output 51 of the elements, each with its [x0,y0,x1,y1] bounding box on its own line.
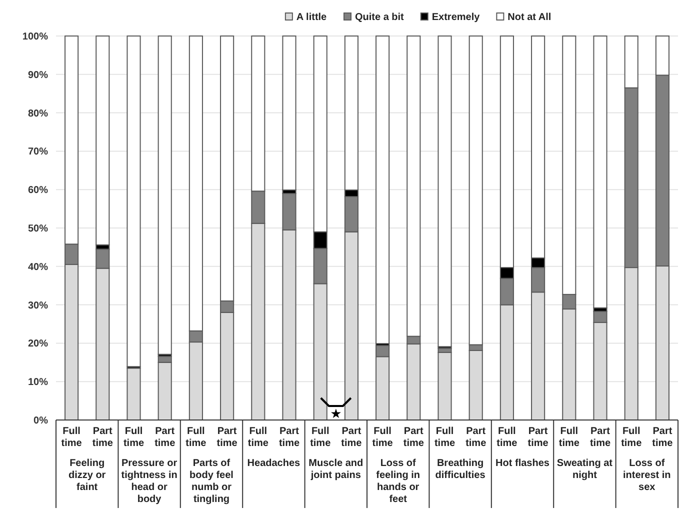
x-tick-label: Full time [61,426,82,449]
y-tick-label: 50% [28,224,48,234]
x-tick-label: Full time [372,426,394,449]
x-tick-label: Full time [186,426,207,449]
legend-label: A little [296,12,328,23]
bar [96,36,110,246]
text: Loss of interest in sex [623,458,671,493]
x-tick-label: Full time [621,426,642,449]
x-tick-label: Part time [403,426,424,449]
y-tick-label: 40% [28,262,48,273]
x-tick-label: Part time [278,426,300,449]
bar [376,36,390,344]
y-tick-label: 80% [28,108,48,120]
x-tick-label: Full time [496,426,518,449]
text: Loss of feeling in hands or feet [376,458,420,505]
bar [282,36,296,190]
text: Parts of body feel numb or tingling [190,458,234,505]
x-tick-label: Part time [466,426,487,449]
x-tick-label: Part time [652,426,674,449]
x-tick-label: Full time [248,426,269,449]
y-tick-label: 20% [28,338,48,350]
y-tick-label: 30% [28,300,48,312]
text: Feeling dizzy or faint [68,458,106,493]
x-tick-label: Part time [590,426,611,449]
y-tick-label: 70% [28,146,48,158]
x-tick-label: Part time [154,426,176,449]
text: Breathing difficulties [435,458,486,481]
text: Headaches [247,458,301,469]
y-tick-label: 10% [28,377,48,388]
bar [593,36,608,308]
annotation: ★ [330,406,342,421]
legend-label: Quite a bit [354,12,405,23]
x-tick-label: Full time [434,426,456,449]
legend-label: Extremely [432,12,480,23]
y-tick-label: 60% [28,185,48,196]
x-tick-label: Part time [341,426,362,449]
x-tick-label: Part time [92,426,114,449]
legend-label: Not at All [508,12,552,23]
y-tick-label: 100% [22,32,48,42]
x-tick-label: Full time [558,426,580,449]
x-tick-label: Full time [123,426,144,449]
x-tick-label: Part time [528,426,549,449]
text: Hot flashes [496,458,550,469]
text: Muscle and joint pains [308,458,364,481]
x-tick-label: Part time [216,426,238,449]
text: Pressure or tightness in head or body [121,458,178,505]
y-tick-label: 0% [34,416,48,426]
y-tick-label: 90% [28,70,48,81]
x-tick-label: Full time [310,426,332,449]
text: Sweating at night [556,458,614,481]
bar [158,36,172,355]
